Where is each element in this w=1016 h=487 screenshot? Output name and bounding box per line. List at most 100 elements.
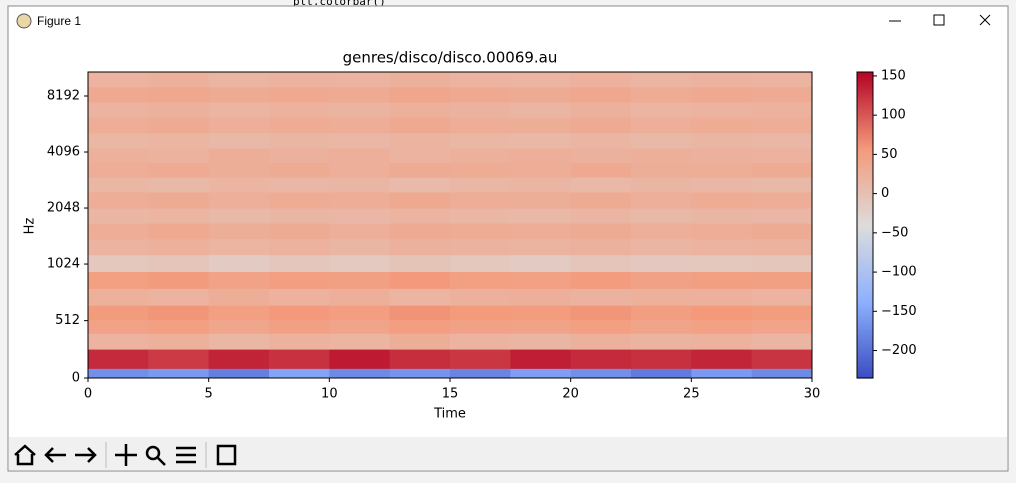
spectrogram-cell — [389, 72, 451, 88]
colorbar-gradient — [857, 130, 873, 133]
colorbar-gradient — [857, 338, 873, 341]
colorbar-gradient — [857, 324, 873, 327]
spectrogram-cell — [389, 162, 451, 178]
spectrogram-cell — [208, 271, 270, 289]
spectrogram-cell — [389, 208, 451, 224]
spectrogram-cell — [631, 271, 692, 289]
spectrogram-cell — [88, 72, 149, 88]
spectrogram-cell — [269, 102, 330, 118]
colorbar-gradient — [857, 236, 873, 239]
spectrogram-cell — [751, 102, 813, 118]
colorbar-gradient — [857, 148, 873, 151]
colorbar-gradient — [857, 302, 873, 305]
spectrogram-cell — [88, 319, 149, 334]
home-button[interactable] — [14, 444, 36, 466]
zoom-button[interactable] — [145, 445, 166, 466]
colorbar-gradient — [857, 132, 873, 135]
spectrogram-cell — [148, 191, 210, 209]
spectrogram-cell — [208, 86, 270, 103]
spectrogram-cell — [269, 191, 330, 209]
configure-button[interactable] — [176, 446, 196, 464]
spectrogram-cell — [329, 254, 391, 273]
spectrogram-cell — [148, 132, 210, 149]
spectrogram-cell — [631, 305, 692, 321]
spectrogram-cell — [329, 162, 391, 178]
chart-title: genres/disco/disco.00069.au — [343, 49, 558, 67]
spectrogram-cell — [148, 72, 210, 88]
colorbar-gradient — [857, 142, 873, 145]
colorbar-gradient — [857, 242, 873, 245]
spectrogram-cell — [269, 162, 330, 178]
toolbar — [9, 437, 1007, 470]
colorbar-gradient — [857, 98, 873, 101]
colorbar-gradient — [857, 278, 873, 281]
spectrogram-cell — [570, 223, 632, 240]
colorbar-gradient — [857, 206, 873, 209]
spectrogram-cell — [510, 148, 572, 163]
spectrogram-cell — [88, 162, 149, 178]
save-button[interactable] — [216, 444, 237, 466]
colorbar-gradient — [857, 260, 873, 263]
colorbar-gradient — [857, 348, 873, 351]
close-button[interactable] — [979, 14, 991, 26]
colorbar-gradient — [857, 168, 873, 171]
spectrogram-cell — [389, 333, 451, 350]
colorbar-gradient — [857, 144, 873, 147]
colorbar-gradient — [857, 80, 873, 83]
spectrogram-cell — [751, 148, 813, 163]
colorbar-gradient — [857, 220, 873, 223]
pan-button[interactable] — [115, 444, 137, 466]
spectrogram-cell — [450, 177, 511, 193]
spectrogram-cell — [691, 117, 753, 134]
colorbar-gradient — [857, 140, 873, 143]
colorbar-gradient — [857, 200, 873, 203]
spectrogram-cell — [631, 223, 692, 240]
colorbar-gradient — [857, 326, 873, 329]
spectrogram-cell — [570, 86, 632, 103]
spectrogram-cell — [510, 86, 572, 103]
spectrogram-cell — [148, 223, 210, 240]
colorbar-gradient — [857, 136, 873, 139]
colorbar-gradient — [857, 114, 873, 117]
maximize-button[interactable] — [933, 14, 945, 26]
spectrogram-cell — [148, 305, 210, 321]
colorbar-gradient — [857, 374, 873, 377]
colorbar-gradient — [857, 194, 873, 197]
spectrogram-cell — [88, 271, 149, 289]
colorbar-gradient — [857, 218, 873, 221]
spectrogram-cell — [691, 368, 753, 379]
colorbar-gradient — [857, 250, 873, 253]
spectrogram-cell — [208, 191, 270, 209]
back-button[interactable] — [44, 447, 66, 463]
spectrogram-cell — [88, 177, 149, 193]
colorbar-gradient — [857, 252, 873, 255]
colorbar-gradient — [857, 192, 873, 195]
spectrogram-cell — [88, 117, 149, 134]
spectrogram-cell — [751, 254, 813, 273]
y-tick-label: 4096 — [47, 145, 80, 160]
colorbar-tick-label: −150 — [881, 304, 917, 319]
spectrogram-cell — [88, 86, 149, 103]
spectrogram-cell — [389, 177, 451, 193]
colorbar-gradient — [857, 246, 873, 249]
spectrogram-cell — [329, 305, 391, 321]
colorbar-gradient — [857, 202, 873, 205]
x-tick-label: 5 — [205, 387, 213, 402]
x-tick-label: 0 — [84, 387, 92, 402]
colorbar-gradient — [857, 102, 873, 105]
spectrogram-cell — [269, 288, 330, 306]
spectrogram-cell — [269, 271, 330, 289]
forward-button[interactable] — [75, 447, 97, 463]
spectrogram-cell — [269, 132, 330, 149]
spectrogram-cell — [691, 349, 753, 369]
spectrogram-cell — [389, 305, 451, 321]
spectrogram-cell — [88, 223, 149, 240]
spectrogram-cell — [631, 208, 692, 224]
spectrogram-cell — [691, 238, 753, 256]
spectrogram-cell — [691, 177, 753, 193]
colorbar-gradient — [857, 274, 873, 277]
spectrogram-cell — [269, 305, 330, 321]
colorbar-gradient — [857, 108, 873, 111]
spectrogram-cell — [570, 191, 632, 209]
